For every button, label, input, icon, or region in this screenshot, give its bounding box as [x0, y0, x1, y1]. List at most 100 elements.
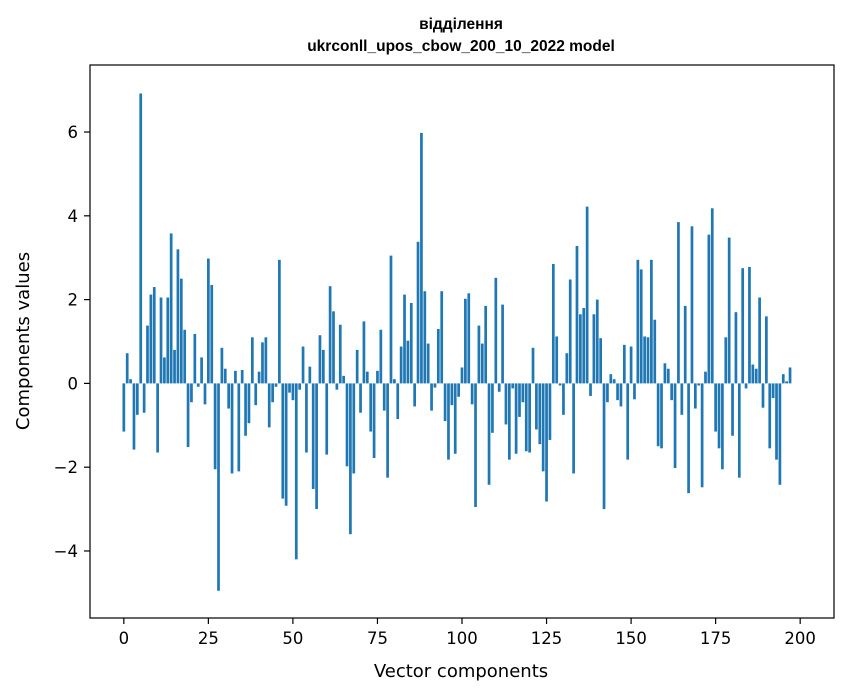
- bar: [599, 338, 603, 384]
- bar: [305, 383, 308, 453]
- bar: [572, 383, 575, 474]
- bar: [700, 383, 704, 488]
- x-tick-label: 100: [446, 629, 478, 648]
- bar: [707, 234, 711, 384]
- bar: [524, 383, 528, 452]
- bar: [677, 222, 680, 384]
- bar: [785, 381, 789, 384]
- bar: [359, 383, 362, 413]
- bar: [318, 335, 322, 384]
- bar: [436, 328, 440, 384]
- bar: [589, 383, 592, 396]
- bar: [555, 336, 559, 384]
- bar: [470, 383, 474, 405]
- bar: [247, 383, 251, 424]
- bar: [406, 340, 410, 384]
- bar: [612, 379, 616, 384]
- bar: [727, 237, 731, 384]
- bar: [514, 383, 518, 454]
- x-tick-label: 125: [531, 629, 563, 648]
- bar: [132, 383, 136, 450]
- bar: [491, 383, 494, 433]
- bar: [271, 383, 274, 403]
- bar: [568, 279, 572, 384]
- y-tick-label: 6: [68, 123, 79, 142]
- bar: [545, 383, 548, 502]
- bar: [663, 363, 667, 384]
- bar: [345, 383, 349, 467]
- bar: [240, 369, 244, 384]
- bar: [761, 383, 765, 408]
- bar: [687, 383, 690, 494]
- bar: [480, 343, 484, 384]
- bar: [227, 383, 231, 409]
- bar: [758, 297, 761, 384]
- bar: [389, 255, 393, 384]
- bar: [338, 324, 342, 384]
- bar: [301, 346, 305, 384]
- bar: [254, 383, 258, 406]
- bar: [697, 383, 701, 386]
- bar: [203, 383, 207, 405]
- bar: [460, 367, 464, 384]
- bar: [284, 383, 288, 506]
- bar: [291, 383, 295, 401]
- bar: [744, 383, 748, 389]
- bar: [159, 297, 163, 384]
- bar: [504, 383, 508, 425]
- chart-subtitle: ukrconll_upos_cbow_200_10_2022 model: [307, 38, 615, 55]
- bar: [220, 347, 224, 384]
- bar: [393, 379, 396, 384]
- bar: [399, 346, 403, 384]
- bar: [768, 383, 772, 449]
- bar: [179, 278, 183, 384]
- bar: [142, 383, 146, 413]
- bar: [704, 371, 707, 384]
- bar: [294, 383, 298, 560]
- bar: [538, 383, 542, 445]
- bar: [264, 337, 268, 384]
- bar: [186, 383, 190, 448]
- bar: [487, 383, 491, 485]
- bar: [653, 319, 657, 384]
- bar: [217, 383, 220, 591]
- bar: [656, 383, 660, 447]
- bar: [457, 383, 460, 397]
- bar: [376, 370, 379, 384]
- bar: [369, 383, 373, 432]
- bar: [315, 383, 318, 510]
- bar: [244, 383, 247, 436]
- bar: [234, 370, 237, 384]
- bar: [349, 383, 352, 535]
- bar: [507, 383, 511, 460]
- bar: [690, 226, 694, 384]
- bar: [420, 132, 423, 384]
- bar: [788, 367, 792, 384]
- bar: [751, 364, 755, 384]
- plot-frame: [89, 64, 835, 619]
- bar: [606, 383, 609, 403]
- bar: [416, 241, 420, 384]
- y-axis-label: Components values: [13, 252, 34, 430]
- bar: [352, 383, 356, 474]
- bar: [778, 383, 782, 485]
- x-axis-label: Vector components: [374, 661, 548, 682]
- bar: [409, 302, 413, 384]
- bar: [609, 374, 613, 384]
- bar: [558, 383, 562, 386]
- bar: [748, 266, 751, 384]
- bar: [670, 383, 674, 401]
- x-tick-label: 150: [615, 629, 647, 648]
- x-tick-label: 0: [119, 629, 130, 648]
- bar: [223, 368, 227, 384]
- bar: [680, 383, 684, 415]
- bar: [183, 329, 187, 384]
- bar: [335, 383, 339, 390]
- bar: [325, 383, 329, 455]
- bar: [693, 383, 697, 409]
- bar: [396, 383, 400, 419]
- bar: [365, 371, 369, 384]
- bar: [562, 383, 565, 415]
- bar: [403, 294, 406, 384]
